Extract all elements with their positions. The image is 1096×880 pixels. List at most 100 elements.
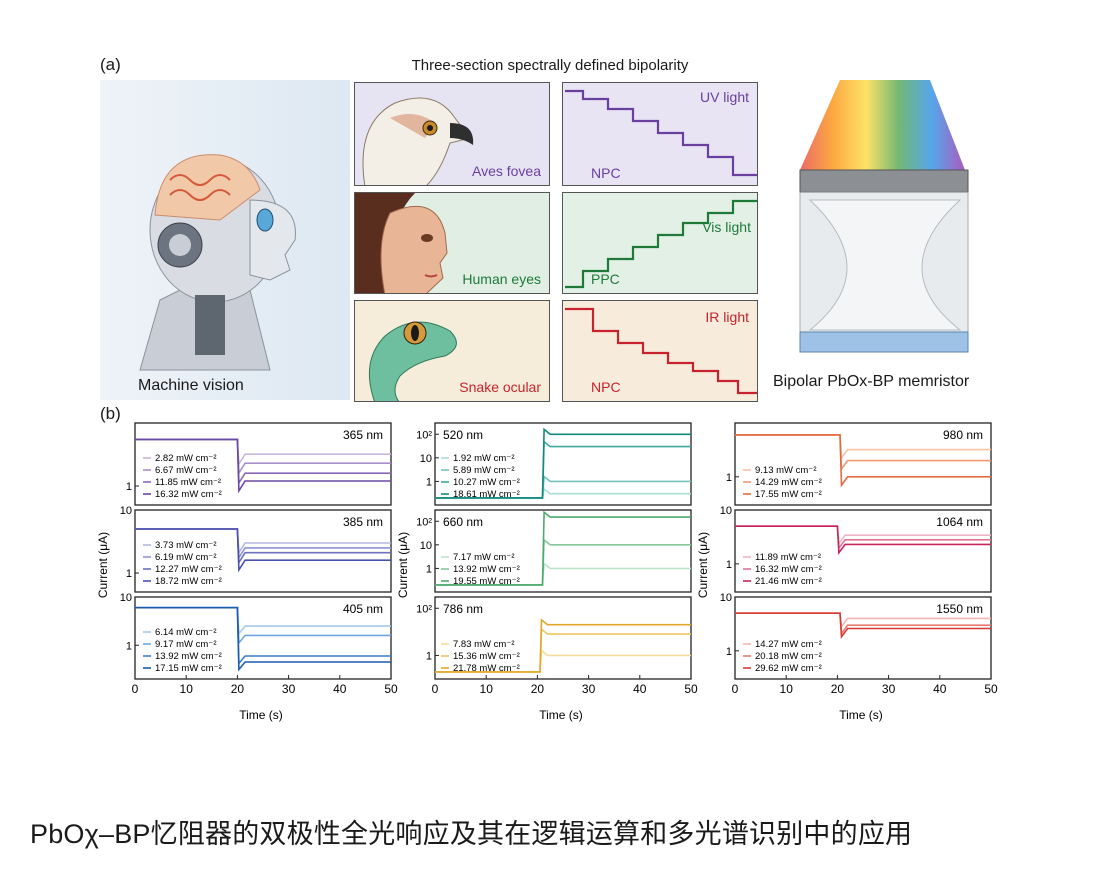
vis-light-panel: Vis light PPC [562,192,758,294]
series-line [135,606,391,672]
y-axis-label-col1: Current (μA) [96,532,110,598]
legend-label: 12.27 mW cm⁻² [155,564,222,575]
x-tick-label: 40 [933,682,947,696]
chart-786-nm: 786 nm 10² 1 7.83 mW cm⁻²15.36 mW cm⁻²21.78… [416,596,698,696]
ir-npc-label: NPC [591,379,621,395]
y-axis-label-col2: Current (μA) [396,532,410,598]
legend-label: 18.72 mW cm⁻² [155,576,222,587]
human-eyes-label: Human eyes [462,271,541,287]
chart-title: 405 nm [343,602,383,616]
series-line [135,438,391,494]
chart-1550-nm: 1550 nm 10 1 14.27 mW cm⁻²20.18 mW cm⁻²29.6… [720,592,998,696]
y-tick-label: 1 [126,568,132,580]
legend-label: 9.17 mW cm⁻² [155,639,217,650]
chart-title: 385 nm [343,515,383,529]
y-tick-label: 10 [720,505,732,517]
uv-npc-label: NPC [591,165,621,181]
legend-label: 10.27 mW cm⁻² [453,477,520,488]
snake-ocular-label: Snake ocular [459,379,541,395]
legend-label: 5.89 mW cm⁻² [453,465,515,476]
snake-ocular-panel: Snake ocular [354,300,550,402]
chart-title: 786 nm [443,602,483,616]
x-tick-label: 50 [684,682,698,696]
x-axis-label-col2: Time (s) [539,708,583,722]
legend-label: 21.46 mW cm⁻² [755,576,822,587]
chart-title: 365 nm [343,428,383,442]
series-line [435,427,691,499]
chart-365-nm: 365 nm 1 2.82 mW cm⁻²6.67 mW cm⁻²11.85 mW … [126,422,392,506]
chart-frame [734,509,992,593]
legend-label: 7.17 mW cm⁻² [453,552,515,563]
x-axis-label-col3: Time (s) [839,708,883,722]
x-tick-label: 0 [432,682,439,696]
chart-frame [434,596,692,680]
y-tick-label: 1 [726,472,732,484]
legend-label: 11.85 mW cm⁻² [155,477,221,488]
series-line [735,434,991,488]
uv-light-panel: UV light NPC [562,82,758,186]
legend-label: 1.92 mW cm⁻² [453,453,515,464]
x-tick-label: 40 [333,682,347,696]
y-tick-label: 1 [426,650,432,662]
series-line [435,510,691,586]
y-tick-label: 10 [120,505,132,517]
human-eyes-panel: Human eyes [354,192,550,294]
legend-label: 2.82 mW cm⁻² [155,453,217,464]
vis-staircase [565,199,757,289]
ir-light-label: IR light [705,309,749,325]
aves-fovea-panel: Aves fovea [354,82,550,186]
chart-405-nm: 405 nm 10 1 6.14 mW cm⁻²9.17 mW cm⁻²13.92 m… [120,592,398,696]
legend-label: 18.61 mW cm⁻² [453,489,520,500]
x-tick-label: 10 [780,682,794,696]
chart-frame [134,509,392,593]
chart-980-nm: 980 nm 1 9.13 mW cm⁻²14.29 mW cm⁻²17.55 mW… [726,422,992,506]
y-tick-label: 10 [720,592,732,604]
ir-staircase [565,307,757,395]
uv-staircase [565,89,757,177]
figure-caption: PbOχ–BP忆阻器的双极性全光响应及其在逻辑运算和多光谱识别中的应用 [30,819,913,849]
legend-label: 9.13 mW cm⁻² [755,465,817,476]
snake-illustration [368,321,457,401]
x-tick-label: 20 [831,682,845,696]
x-axis-label-col1: Time (s) [239,708,283,722]
x-tick-label: 10 [480,682,494,696]
x-tick-label: 20 [231,682,245,696]
y-tick-label: 10² [416,429,432,441]
x-tick-label: 30 [582,682,596,696]
x-tick-label: 10 [180,682,194,696]
y-tick-label: 10 [120,592,132,604]
robot-illustration [100,80,350,400]
legend-label: 6.67 mW cm⁻² [155,465,217,476]
y-tick-label: 1 [726,646,732,658]
legend-label: 20.18 mW cm⁻² [755,651,822,662]
legend-label: 3.73 mW cm⁻² [155,540,217,551]
y-tick-label: 1 [726,559,732,571]
chart-1064-nm: 1064 nm 10 1 11.89 mW cm⁻²16.32 mW cm⁻²21.4… [720,505,992,593]
panel-a-label: (a) [100,55,121,74]
uv-light-label: UV light [699,89,749,105]
chart-title: 660 nm [443,515,483,529]
x-tick-label: 50 [384,682,398,696]
chart-title: 1064 nm [936,515,983,529]
y-tick-label: 1 [426,563,432,575]
x-tick-label: 20 [531,682,545,696]
aves-fovea-label: Aves fovea [471,163,541,179]
series-line [735,612,991,640]
legend-label: 21.78 mW cm⁻² [453,663,520,674]
woman-illustration [355,193,448,293]
legend-label: 19.55 mW cm⁻² [453,576,520,587]
legend-label: 11.89 mW cm⁻² [755,552,821,563]
legend-label: 7.83 mW cm⁻² [453,639,515,650]
legend-label: 14.29 mW cm⁻² [755,477,822,488]
x-tick-label: 40 [633,682,647,696]
vis-ppc-label: PPC [591,271,620,287]
x-tick-label: 0 [732,682,739,696]
chart-title: 520 nm [443,428,483,442]
chart-frame [134,596,392,680]
y-tick-label: 1 [126,640,132,652]
series-line [435,618,691,673]
vis-light-label: Vis light [702,219,751,235]
legend-label: 17.15 mW cm⁻² [155,663,222,674]
y-tick-label: 1 [126,481,132,493]
legend-label: 15.36 mW cm⁻² [453,651,520,662]
